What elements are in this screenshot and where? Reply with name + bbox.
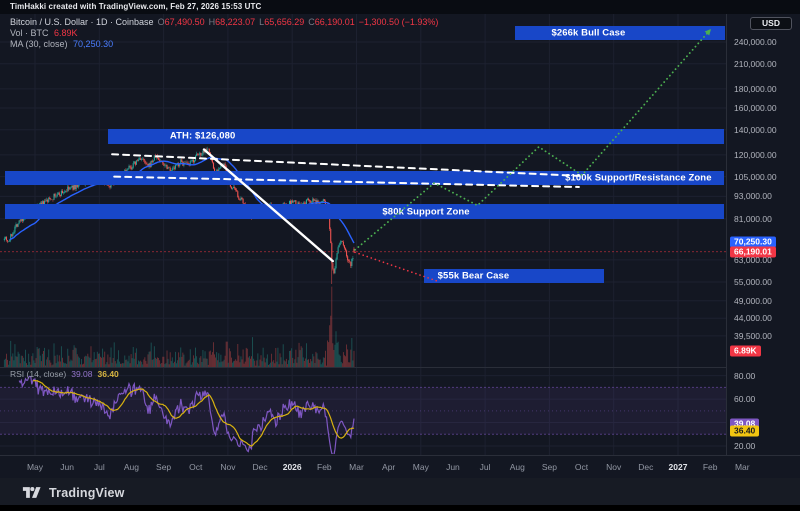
low-label: L xyxy=(259,17,265,27)
price-tick-label: 80.00 xyxy=(734,370,756,381)
price-tick-label: 93,000.00 xyxy=(734,191,772,202)
time-tick-label: Mar xyxy=(349,462,364,472)
close-label: C xyxy=(308,17,315,27)
rsi-label[interactable]: RSI (14, close) xyxy=(10,369,67,379)
low-value: 65,656.29 xyxy=(264,17,305,27)
time-tick-label: Nov xyxy=(606,462,622,472)
time-tick-label: May xyxy=(412,462,429,472)
high-label: H xyxy=(208,17,216,27)
price-tick-label: 140,000.00 xyxy=(734,124,777,135)
time-tick-label: Nov xyxy=(220,462,236,472)
time-tick-label: Jul xyxy=(479,462,491,472)
time-tick-label: Jun xyxy=(446,462,460,472)
attribution-text: TimHakki created with TradingView.com, F… xyxy=(10,2,262,11)
change-value: −1,300.50 (−1.93%) xyxy=(358,17,439,27)
close-value: 66,190.01 xyxy=(314,17,355,27)
zone-80k-label: $80k Support Zone xyxy=(382,206,470,218)
time-tick-label: Aug xyxy=(509,462,525,472)
symbol-title[interactable]: Bitcoin / U.S. Dollar · 1D · Coinbase xyxy=(10,17,154,27)
tradingview-logo-icon xyxy=(22,487,41,498)
ma-label[interactable]: MA (30, close) xyxy=(10,39,68,49)
price-tick-label: 49,000.00 xyxy=(734,295,772,306)
price-tick-label: 81,000.00 xyxy=(734,213,772,224)
rsi-ma-badge: 36.40 xyxy=(730,425,760,437)
symbol-legend: Bitcoin / U.S. Dollar · 1D · Coinbase O67… xyxy=(10,17,438,50)
price-tick-label: 240,000.00 xyxy=(734,37,777,47)
time-tick-label: Jul xyxy=(93,462,105,472)
footer-bar: TradingView xyxy=(0,478,800,511)
ma-legend-row: MA (30, close) 70,250.30 xyxy=(10,39,438,49)
price-tick-label: 60.00 xyxy=(734,394,756,405)
volume-legend-row: Vol · BTC 6.89K xyxy=(10,28,438,38)
bear-case-label: $55k Bear Case xyxy=(437,270,510,282)
zone-100k-label: $100k Support/Resistance Zone xyxy=(565,172,712,184)
ma-value: 70,250.30 xyxy=(73,39,114,49)
rsi-legend: RSI (14, close) 39.08 36.40 xyxy=(10,369,119,379)
volume-label[interactable]: Vol · BTC xyxy=(10,28,49,38)
time-axis[interactable]: May Jun Jul Aug Sep Oct Nov Dec 2026 Feb Mar Apr May… xyxy=(0,455,800,478)
tradingview-logo-link[interactable]: TradingView xyxy=(22,485,125,500)
time-tick-label: Mar xyxy=(734,462,750,472)
high-value: 68,223.07 xyxy=(215,17,256,27)
open-value: 67,490.50 xyxy=(164,17,205,27)
ath-label: ATH: $126,080 xyxy=(169,130,236,142)
price-tick-label: 105,000.00 xyxy=(734,171,777,182)
price-tick-label: 210,000.00 xyxy=(734,58,777,69)
time-tick-label: Oct xyxy=(189,462,203,472)
price-tick-label: 44,000.00 xyxy=(734,313,772,324)
price-axis[interactable]: USD 70,250.30 66,190.01 6.89K 39.08 36.4… xyxy=(726,14,800,455)
time-tick-label: Jun xyxy=(60,462,74,472)
brand-name: TradingView xyxy=(49,485,125,500)
bull-case-zone: $266k Bull Case xyxy=(514,25,725,40)
time-tick-label: Sep xyxy=(541,462,557,472)
ath-zone: ATH: $126,080 xyxy=(107,128,724,145)
time-tick-label: 2026 xyxy=(282,462,302,472)
time-tick-label: 2027 xyxy=(668,462,688,472)
time-tick-label: Sep xyxy=(156,462,172,472)
symbol-title-row: Bitcoin / U.S. Dollar · 1D · Coinbase O67… xyxy=(10,17,438,27)
support-80k-zone: $80k Support Zone xyxy=(5,204,724,219)
time-tick-label: Feb xyxy=(702,462,718,472)
price-tick-label: 63,000.00 xyxy=(734,254,772,265)
attribution-bar: TimHakki created with TradingView.com, F… xyxy=(0,0,800,14)
time-tick-label: Apr xyxy=(382,462,396,472)
price-tick-label: 180,000.00 xyxy=(734,83,777,94)
time-tick-label: Dec xyxy=(252,462,268,472)
time-tick-label: Aug xyxy=(123,462,139,472)
price-tick-label: 39,500.00 xyxy=(734,330,772,341)
ma-price-badge: 70,250.30 xyxy=(730,236,776,248)
bull-case-label: $266k Bull Case xyxy=(551,27,626,39)
rsi-ma-value: 36.40 xyxy=(97,369,119,379)
rsi-value: 39.08 xyxy=(71,369,93,379)
last-price-badge: 66,190.01 xyxy=(730,246,776,258)
currency-usd-button[interactable]: USD xyxy=(750,17,792,30)
time-tick-label: Dec xyxy=(638,462,654,472)
time-tick-label: Oct xyxy=(574,462,589,472)
price-tick-label: 55,000.00 xyxy=(734,276,772,287)
time-tick-label: May xyxy=(26,462,44,472)
price-tick-label: 120,000.00 xyxy=(734,149,777,160)
bear-case-zone: $55k Bear Case xyxy=(423,269,605,284)
open-label: O xyxy=(157,17,165,27)
price-tick-label: 160,000.00 xyxy=(734,103,777,114)
price-tick-label: 20.00 xyxy=(734,441,756,451)
time-tick-label: Feb xyxy=(317,462,332,472)
volume-value: 6.89K xyxy=(54,28,78,38)
rsi-badge: 39.08 xyxy=(730,418,760,430)
volume-badge: 6.89K xyxy=(730,345,761,357)
